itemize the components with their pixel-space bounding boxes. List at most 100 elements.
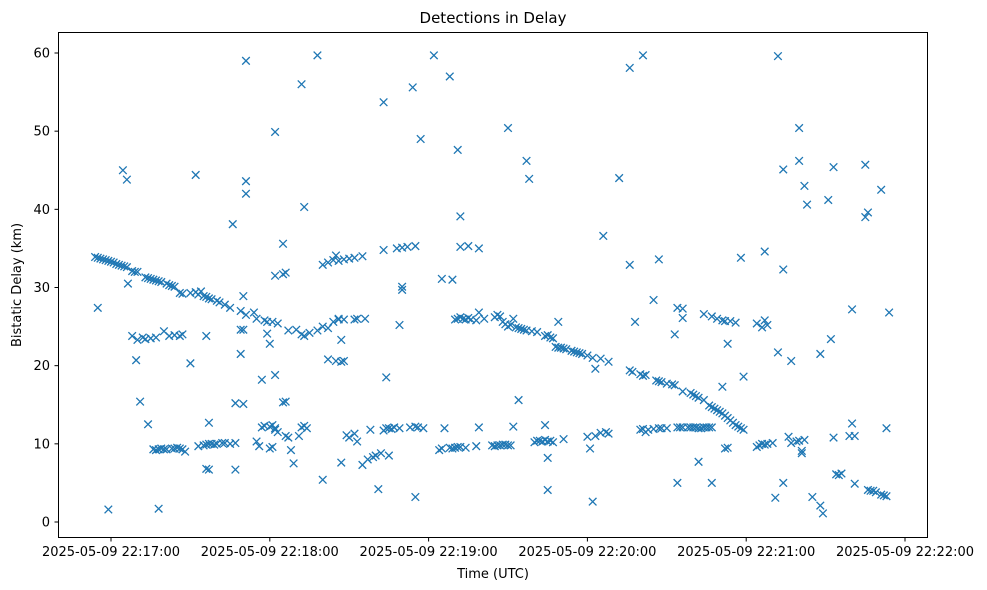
data-point-marker xyxy=(135,397,145,406)
data-point-marker xyxy=(577,349,587,359)
data-point-marker xyxy=(257,375,267,384)
data-point-marker xyxy=(736,253,746,263)
data-point-marker xyxy=(437,444,447,453)
data-point-marker xyxy=(511,323,521,332)
data-point-marker xyxy=(752,319,762,328)
data-point-marker xyxy=(569,347,579,356)
data-point-marker xyxy=(678,304,687,313)
data-point-marker xyxy=(297,80,306,89)
data-point-marker xyxy=(119,262,129,271)
data-point-marker xyxy=(180,447,190,456)
data-point-marker xyxy=(143,273,153,283)
data-point-marker xyxy=(360,314,370,324)
data-point-marker xyxy=(604,429,613,438)
data-point-marker xyxy=(337,335,346,345)
data-point-marker xyxy=(352,437,362,446)
data-point-marker xyxy=(96,254,105,263)
data-point-marker xyxy=(861,212,870,222)
data-point-marker xyxy=(313,326,322,335)
data-point-marker xyxy=(186,359,195,368)
data-point-marker xyxy=(591,431,600,441)
data-point-marker xyxy=(731,318,740,327)
data-point-marker xyxy=(599,231,608,241)
data-point-marker xyxy=(720,444,730,453)
data-point-marker xyxy=(151,445,161,455)
data-point-marker xyxy=(532,327,542,337)
data-point-marker xyxy=(331,251,341,260)
data-point-marker xyxy=(704,423,714,432)
y-tick-label: 60 xyxy=(33,47,50,62)
data-point-marker xyxy=(127,331,137,341)
data-point-marker xyxy=(802,200,812,209)
data-point-marker xyxy=(516,324,526,334)
data-point-marker xyxy=(583,432,592,442)
data-point-marker xyxy=(726,316,735,326)
data-point-marker xyxy=(826,334,836,344)
data-point-marker xyxy=(130,267,140,277)
data-point-marker xyxy=(363,455,372,464)
data-point-marker xyxy=(154,504,163,513)
data-point-marker xyxy=(339,356,349,366)
data-point-marker xyxy=(474,423,484,432)
data-point-marker xyxy=(289,459,298,468)
data-point-marker xyxy=(514,395,523,405)
data-point-marker xyxy=(178,330,187,339)
data-point-marker xyxy=(273,427,282,437)
data-point-marker xyxy=(800,435,809,445)
data-point-marker xyxy=(337,357,346,367)
data-point-marker xyxy=(93,303,103,313)
y-axis-label: Bistatic Delay (km) xyxy=(10,223,25,347)
data-point-marker xyxy=(675,423,685,432)
data-point-marker xyxy=(773,348,783,357)
data-point-marker xyxy=(723,443,732,453)
data-point-marker xyxy=(101,255,110,265)
data-point-marker xyxy=(556,343,566,352)
data-point-marker xyxy=(572,348,582,357)
data-point-marker xyxy=(596,354,605,363)
data-point-marker xyxy=(847,419,857,428)
data-point-marker xyxy=(707,312,717,321)
data-point-marker xyxy=(98,255,108,264)
data-point-marker xyxy=(718,382,727,392)
data-point-marker xyxy=(204,418,214,427)
data-point-marker xyxy=(778,165,788,174)
data-point-marker xyxy=(157,277,166,287)
data-point-marker xyxy=(718,316,727,325)
data-point-marker xyxy=(823,195,833,205)
data-point-marker xyxy=(270,370,280,380)
data-point-marker xyxy=(871,488,881,497)
data-point-marker xyxy=(638,51,648,60)
data-point-marker xyxy=(670,330,679,339)
data-point-marker xyxy=(506,320,515,330)
data-point-marker xyxy=(344,433,354,442)
data-point-marker xyxy=(649,295,658,305)
data-point-marker xyxy=(548,438,558,447)
x-tick-label: 2025-05-09 22:17:00 xyxy=(42,545,180,560)
data-point-marker xyxy=(236,325,245,334)
data-point-marker xyxy=(583,351,592,360)
data-point-marker xyxy=(506,441,515,450)
data-point-marker xyxy=(236,306,245,316)
data-points xyxy=(90,51,894,518)
data-point-marker xyxy=(559,344,568,353)
data-point-marker xyxy=(175,444,185,453)
data-point-marker xyxy=(146,274,155,284)
data-point-marker xyxy=(456,242,465,252)
data-point-marker xyxy=(170,282,179,291)
data-point-marker xyxy=(286,445,296,455)
plot-frame xyxy=(58,32,928,538)
data-point-marker xyxy=(204,294,214,303)
data-point-marker xyxy=(318,475,327,485)
data-point-marker xyxy=(252,314,261,324)
data-point-marker xyxy=(202,464,211,474)
data-point-marker xyxy=(270,271,280,281)
data-point-marker xyxy=(816,349,825,359)
data-point-marker xyxy=(305,328,314,338)
data-point-marker xyxy=(149,275,158,284)
data-point-marker xyxy=(778,265,788,274)
data-point-marker xyxy=(236,349,245,359)
x-tick-label: 2025-05-09 22:20:00 xyxy=(518,545,656,560)
data-point-marker xyxy=(374,484,383,494)
data-point-marker xyxy=(337,458,346,467)
data-point-marker xyxy=(403,242,412,252)
